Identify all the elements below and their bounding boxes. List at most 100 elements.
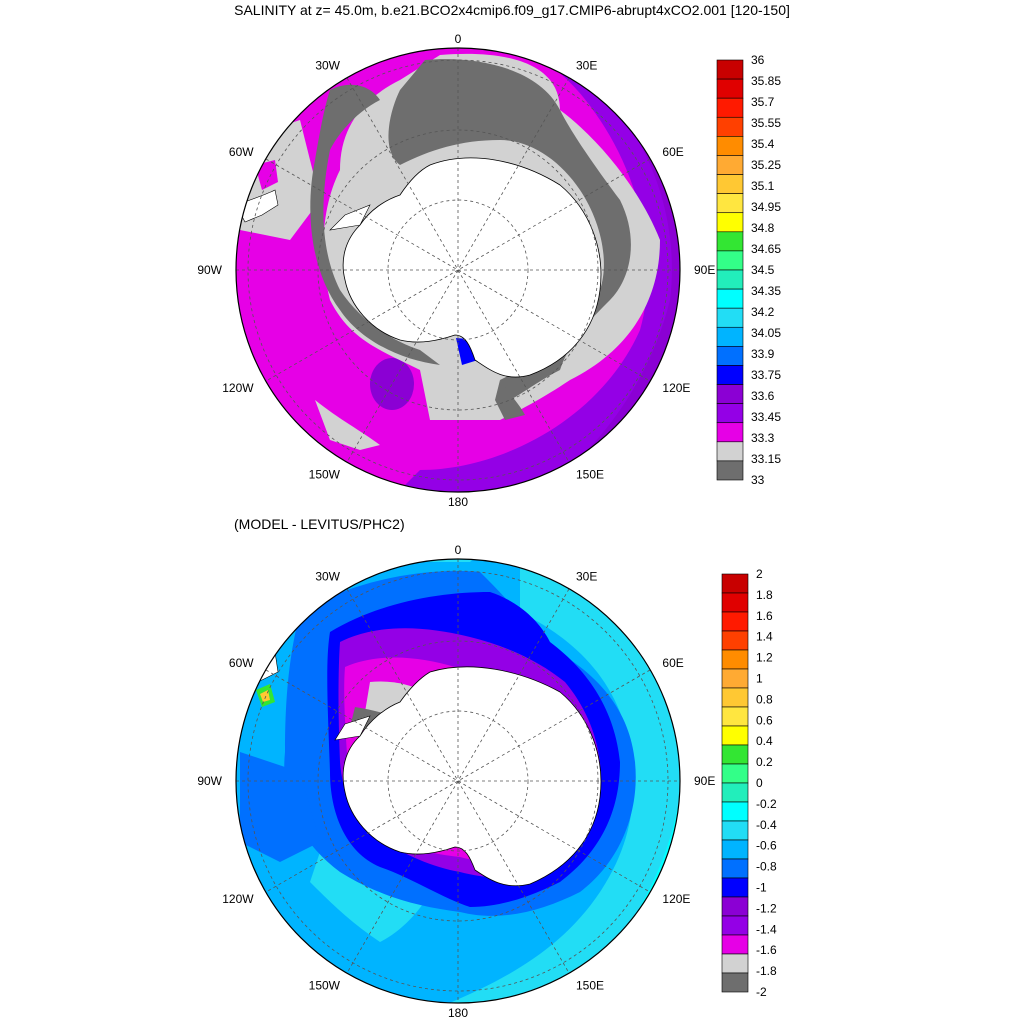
longitude-label: 90E (694, 263, 715, 277)
figure-title: SALINITY at z= 45.0m, b.e21.BCO2x4cmip6.… (234, 2, 790, 18)
colorbar-swatch (721, 573, 749, 594)
salinity-colorbar: 36 35.85 35.7 35.55 35.4 35.25 35.1 34.95 34.8 34… (716, 53, 781, 487)
colorbar-swatch (716, 231, 744, 252)
colorbar-label: 35.55 (751, 116, 781, 130)
colorbar-label: 0 (756, 776, 763, 790)
colorbar-swatch (716, 288, 744, 309)
colorbar-label: 36 (751, 53, 765, 67)
colorbar-swatch (721, 668, 749, 689)
salinity-33.45-region (400, 50, 680, 492)
longitude-label: 90W (197, 263, 222, 277)
colorbar-swatch (716, 212, 744, 233)
difference-minus-0.4-region (440, 562, 680, 1003)
colorbar-label: 35.1 (751, 179, 775, 193)
colorbar-swatch (721, 706, 749, 727)
colorbar-swatch (721, 592, 749, 613)
colorbar-swatch (721, 649, 749, 670)
colorbar-swatch (716, 326, 744, 347)
colorbar-swatch (721, 630, 749, 651)
colorbar-label: 34.8 (751, 221, 775, 235)
colorbar-label: 1 (756, 672, 763, 686)
colorbar-swatch (716, 250, 744, 271)
colorbar-label: 1.8 (756, 588, 773, 602)
colorbar-swatch (721, 687, 749, 708)
colorbar-swatch (721, 896, 749, 917)
colorbar-label: 33.15 (751, 452, 781, 466)
colorbar-label: 1.2 (756, 651, 773, 665)
longitude-label: 30W (315, 570, 340, 584)
colorbar-swatch (721, 763, 749, 784)
colorbar-swatch (716, 346, 744, 366)
colorbar-swatch (721, 858, 749, 879)
longitude-label: 150E (576, 978, 604, 992)
colorbar-label: 34.2 (751, 305, 775, 319)
colorbar-label: 35.4 (751, 137, 775, 151)
longitude-label: 30W (315, 59, 340, 73)
colorbar-swatch (716, 155, 744, 175)
colorbar-label: -0.4 (756, 818, 777, 832)
longitude-label: 60W (229, 145, 254, 159)
colorbar-label: -0.8 (756, 860, 777, 874)
colorbar-swatch (721, 839, 749, 860)
longitude-label: 60E (662, 145, 683, 159)
difference-subtitle: (MODEL - LEVITUS/PHC2) (234, 516, 405, 532)
colorbar-label: 0.2 (756, 755, 773, 769)
colorbar-label: 35.25 (751, 158, 781, 172)
colorbar-swatch (721, 953, 749, 974)
colorbar-swatch (716, 441, 744, 462)
colorbar-swatch (716, 59, 744, 80)
salinity-polar-map: 0 30E 60E 90E 120E 150E 180 150W 120W 90W 60W 30W 3… (197, 32, 781, 509)
colorbar-label: 0.6 (756, 713, 773, 727)
colorbar-swatch (721, 611, 749, 632)
salinity-33.15-band (388, 59, 631, 400)
colorbar-label: 34.05 (751, 326, 781, 340)
salinity-33.6-patch-120w (370, 358, 414, 410)
colorbar-swatch (716, 269, 744, 290)
colorbar-swatch (716, 384, 744, 404)
colorbar-label: 33.6 (751, 389, 775, 403)
longitude-label: 30E (576, 570, 597, 584)
colorbar-swatch (721, 725, 749, 746)
colorbar-swatch (721, 934, 749, 955)
colorbar-swatch (721, 915, 749, 936)
map2-longitude-labels: 0 30E 60E 90E 120E 150E 180 150W 120W 90W 60W 30W (197, 543, 715, 1020)
colorbar-label: 33.75 (751, 368, 781, 382)
difference-field (236, 559, 680, 1003)
colorbar-label: 0.4 (756, 734, 773, 748)
longitude-label: 60E (662, 656, 683, 670)
colorbar-label: -1 (756, 881, 767, 895)
colorbar-label: 33 (751, 473, 765, 487)
longitude-label: 120E (662, 892, 690, 906)
colorbar-label: 1.6 (756, 609, 773, 623)
colorbar-swatch (716, 365, 744, 385)
colorbar-swatch (721, 782, 749, 803)
colorbar-label: -1.6 (756, 943, 777, 957)
colorbar-label: -2 (756, 985, 767, 999)
colorbar-label: 34.65 (751, 242, 781, 256)
colorbar-swatch (716, 403, 744, 424)
difference-colorbar: 2 1.8 1.6 1.4 1.2 1 0.8 0.6 0.4 0.2 0 -0.2 -0.4 -0.6 -… (721, 567, 777, 999)
longitude-label: 150W (309, 467, 341, 481)
longitude-label: 0 (455, 543, 462, 557)
colorbar-label: 1.4 (756, 630, 773, 644)
longitude-label: 150W (309, 978, 341, 992)
colorbar-label: 0.8 (756, 692, 773, 706)
colorbar-swatch (716, 97, 744, 118)
longitude-label: 180 (448, 495, 468, 509)
colorbar-swatch (716, 193, 744, 214)
colorbar-swatch (716, 174, 744, 194)
colorbar-label: 33.45 (751, 410, 781, 424)
longitude-label: 120E (662, 381, 690, 395)
colorbar-swatch (716, 460, 744, 481)
colorbar-label: 34.5 (751, 263, 775, 277)
longitude-label: 90E (694, 774, 715, 788)
map1-graticule (236, 48, 680, 492)
colorbar-swatch (721, 972, 749, 993)
colorbar-label: -1.4 (756, 922, 777, 936)
longitude-label: 120W (222, 381, 254, 395)
colorbar-label: 35.85 (751, 74, 781, 88)
colorbar-label: 2 (756, 567, 763, 581)
map2-boundary (235, 558, 681, 1004)
colorbar-swatch (716, 307, 744, 328)
longitude-label: 0 (455, 32, 462, 46)
